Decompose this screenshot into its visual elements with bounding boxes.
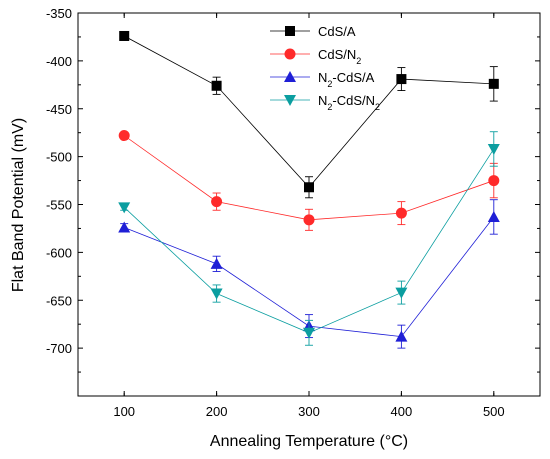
data-point	[119, 30, 130, 41]
series-4	[118, 131, 500, 346]
legend-marker	[284, 71, 296, 82]
data-point	[395, 287, 408, 299]
y-axis: -350 -400 -450 -500 -550 -600 -650 -700	[46, 6, 540, 373]
data-point	[303, 327, 315, 339]
legend: CdS/A CdS/N2 N2-CdS/A N2-CdS/N2	[270, 24, 380, 112]
legend-marker	[284, 95, 296, 106]
data-point	[303, 214, 315, 226]
y-tick-label: -400	[46, 54, 72, 69]
data-point	[118, 221, 131, 233]
y-tick-label: -600	[46, 245, 72, 260]
data-point	[396, 74, 407, 85]
series-line	[124, 35, 494, 188]
legend-label: CdS/N2	[318, 47, 361, 66]
y-tick-label: -350	[46, 6, 72, 21]
y-tick-label: -550	[46, 198, 72, 213]
legend-label: CdS/A	[318, 24, 356, 39]
series-1	[119, 30, 499, 199]
y-tick-label: -450	[46, 102, 72, 117]
data-point	[395, 207, 407, 219]
x-axis-title: Annealing Temperature (°C)	[210, 433, 408, 450]
data-point	[210, 257, 223, 269]
data-point	[487, 143, 500, 155]
y-tick-label: -500	[46, 150, 72, 165]
data-point	[211, 196, 223, 208]
legend-marker	[285, 26, 295, 36]
y-axis-title: Flat Band Potential (mV)	[10, 118, 27, 292]
series-2	[118, 130, 500, 231]
y-tick-label: -700	[46, 341, 72, 356]
data-point	[487, 210, 500, 222]
legend-item-1: CdS/A	[270, 24, 356, 39]
legend-item-2: CdS/N2	[270, 47, 361, 66]
x-tick-label: 100	[113, 404, 135, 419]
data-point	[488, 78, 499, 89]
legend-label: N2-CdS/A	[318, 70, 375, 89]
legend-label: N2-CdS/N2	[318, 93, 380, 112]
legend-item-3: N2-CdS/A	[270, 70, 375, 89]
legend-item-4: N2-CdS/N2	[270, 93, 380, 112]
x-tick-label: 400	[391, 404, 413, 419]
data-point	[118, 130, 130, 142]
data-point	[210, 288, 223, 300]
data-point	[211, 80, 222, 91]
x-tick-label: 500	[483, 404, 505, 419]
data-point	[488, 175, 500, 187]
x-tick-label: 300	[298, 404, 320, 419]
x-axis: 100 200 300 400 500	[113, 13, 505, 419]
x-tick-label: 200	[206, 404, 228, 419]
y-tick-label: -650	[46, 293, 72, 308]
data-point	[395, 330, 408, 342]
data-point	[304, 182, 314, 193]
series-layer	[118, 30, 500, 349]
data-point	[118, 202, 131, 214]
legend-marker	[284, 48, 296, 60]
